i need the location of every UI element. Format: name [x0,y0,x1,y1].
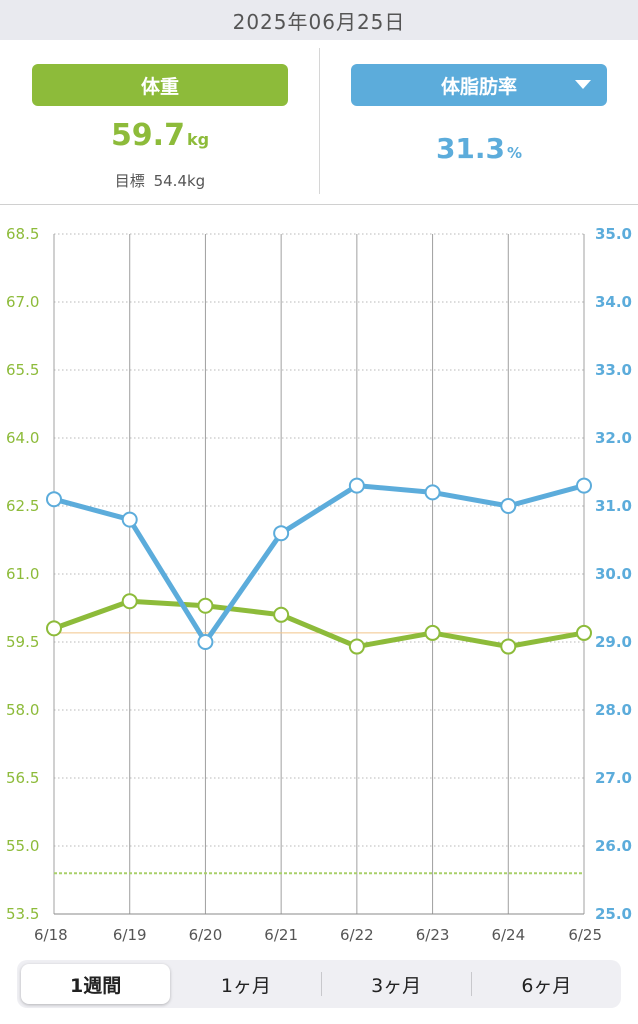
y-left-tick-label: 59.5 [6,633,39,651]
y-left-tick-label: 64.0 [6,429,39,447]
fat-label: 体脂肪率 [440,75,517,98]
weight-fat-chart: 53.5 55.0 56.5 58.0 59.5 61.0 62.5 64.0 65.5 67.0… [6,225,632,944]
x-tick-label: 6/19 [113,926,147,944]
x-tick-label: 6/23 [416,926,450,944]
series-point-0 [121,593,138,610]
y-right-tick-label: 32.0 [595,429,632,447]
x-tick-label: 6/25 [568,926,602,944]
y-right-tick-label: 30.0 [595,565,632,583]
series-point-0 [576,624,592,641]
fat-number: 31.3 [435,132,506,165]
dropdown-arrow-icon [575,80,591,89]
y-left-tick-label: 67.0 [6,293,39,311]
weight-goal: 目標 54.4kg [32,170,288,191]
x-tick-label: 6/22 [340,926,374,944]
y-right-tick-label: 31.0 [595,497,632,515]
weight-number: 59.7 [110,118,185,153]
y-left-tick-label: 61.0 [6,565,39,583]
y-left-tick-label: 58.0 [6,701,39,719]
fat-unit: % [507,144,523,162]
y-right-tick-label: 35.0 [595,225,632,243]
series-point-1 [121,511,138,528]
summary-panel: 体重 59.7 kg 目標 54.4kg 体脂肪率 31.3% [0,40,638,205]
y-left-tick-label: 62.5 [6,497,39,515]
series-point-0 [348,638,365,655]
date-label: 2025年06月25日 [232,9,406,34]
x-tick-label: 6/21 [264,926,298,944]
tab-separator [320,972,322,996]
tab-period-3[interactable]: 6ヶ月 [521,974,572,997]
goal-value: 54.4kg [153,172,206,190]
y-right-tick-label: 33.0 [595,361,632,379]
y-left-tick-label: 68.5 [6,225,39,243]
x-tick-label: 6/18 [34,926,68,944]
series-point-1 [424,484,441,501]
weight-label-pill: 体重 [32,64,288,106]
series-point-1 [46,491,62,508]
tab-period-2[interactable]: 3ヶ月 [371,974,422,997]
y-right-tick-label: 25.0 [595,905,632,923]
y-right-tick-label: 27.0 [595,769,632,787]
series-point-1 [500,498,517,514]
series-line-1 [51,483,587,645]
y-right-tick-label: 34.0 [595,293,632,311]
series-point-0 [46,620,62,637]
fat-value: 31.3% [351,132,607,165]
series-point-0 [273,606,290,623]
y-right-tick-label: 28.0 [595,701,632,719]
period-tabs: 1週間 1ヶ月 3ヶ月 6ヶ月 [17,960,621,1008]
series-line-0 [51,598,587,650]
series-point-0 [197,597,214,614]
series-point-0 [424,624,441,641]
weight-label: 体重 [140,75,179,98]
series-point-1 [273,525,290,542]
goal-label: 目標 [114,172,145,190]
x-tick-label: 6/24 [491,926,525,944]
y-left-tick-label: 65.5 [6,361,39,379]
fat-metric-selector[interactable]: 体脂肪率 [351,64,607,106]
y-left-tick-label: 56.5 [6,769,39,787]
tab-separator [470,972,472,996]
weight-unit: kg [186,130,210,149]
date-header: 2025年06月25日 [0,0,638,40]
y-right-tick-label: 29.0 [595,633,632,651]
series-point-1 [576,477,592,494]
tab-period-1[interactable]: 1ヶ月 [220,974,271,997]
series-point-1 [197,634,214,650]
y-left-tick-label: 53.5 [6,905,39,923]
y-left-tick-label: 55.0 [6,837,39,855]
tab-period-0[interactable]: 1週間 [21,964,171,1004]
weight-value: 59.7 kg [32,118,288,153]
card-divider [319,48,320,194]
y-right-tick-label: 26.0 [595,837,632,855]
x-tick-label: 6/20 [189,926,223,944]
series-point-1 [348,477,365,494]
series-point-0 [500,638,517,655]
